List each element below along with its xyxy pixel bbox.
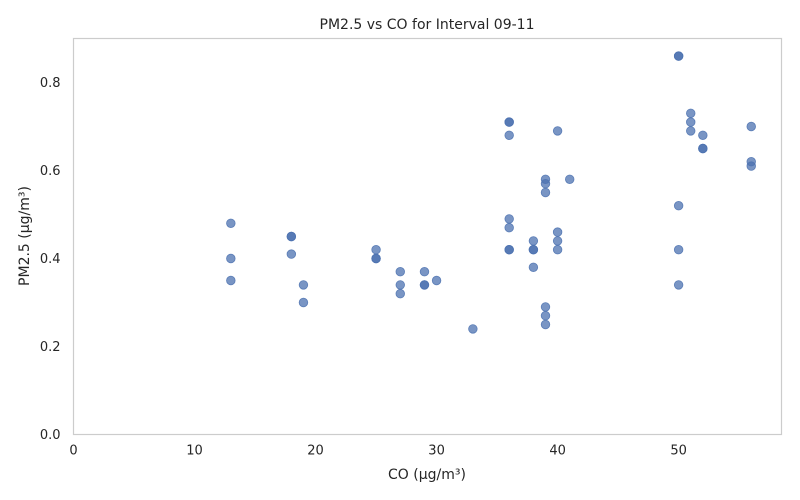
y-tick-label: 0.6 <box>40 164 61 179</box>
data-point <box>419 280 430 290</box>
data-point <box>552 236 563 246</box>
data-point <box>395 280 405 290</box>
data-points <box>226 51 756 334</box>
data-point <box>504 117 514 127</box>
data-point <box>746 121 756 132</box>
y-tick-label: 0.0 <box>40 428 61 443</box>
data-point <box>673 200 684 211</box>
data-point <box>552 227 563 237</box>
data-point <box>226 275 236 286</box>
data-point <box>540 311 551 321</box>
data-point <box>528 236 539 246</box>
y-tick-label: 0.2 <box>40 340 61 355</box>
y-axis-ticks: 0.0 0.2 0.4 0.6 0.8 <box>40 76 61 443</box>
plot-area-frame <box>72 37 783 436</box>
data-point <box>540 319 551 330</box>
data-point <box>686 117 696 127</box>
data-point <box>698 143 708 154</box>
data-point <box>540 178 551 189</box>
data-point <box>528 262 539 273</box>
data-point <box>395 267 405 277</box>
data-point <box>226 218 236 229</box>
data-point <box>226 253 236 264</box>
x-tick-label: 40 <box>549 444 566 459</box>
data-point <box>698 130 708 141</box>
data-point <box>419 267 430 277</box>
data-point <box>686 126 696 136</box>
data-point <box>468 324 478 334</box>
data-point <box>673 51 684 61</box>
data-point <box>540 187 551 198</box>
chart-title: PM2.5 vs CO for Interval 09-11 <box>320 17 535 33</box>
y-axis-label: PM2.5 (µg/m³) <box>17 186 33 286</box>
data-point <box>504 214 514 224</box>
data-point <box>504 130 514 141</box>
data-point <box>540 302 551 312</box>
x-axis-ticks: 0 10 20 30 40 50 <box>69 444 687 459</box>
data-point <box>552 126 563 136</box>
data-point <box>298 297 309 308</box>
data-point <box>395 289 405 299</box>
x-tick-label: 0 <box>69 444 77 459</box>
data-point <box>298 280 309 290</box>
y-tick-label: 0.4 <box>40 252 61 267</box>
data-point <box>286 231 297 242</box>
data-point <box>673 244 684 255</box>
data-point <box>371 253 381 264</box>
data-point <box>746 161 756 171</box>
data-point <box>431 275 442 286</box>
data-point <box>504 244 514 255</box>
data-point <box>552 244 563 255</box>
data-point <box>686 108 696 119</box>
data-point <box>286 249 297 259</box>
data-point <box>565 174 575 185</box>
data-point <box>673 280 684 290</box>
x-axis-label: CO (µg/m³) <box>388 467 466 483</box>
data-point <box>528 244 539 255</box>
x-tick-label: 30 <box>428 444 445 459</box>
x-tick-label: 20 <box>307 444 324 459</box>
x-tick-label: 50 <box>670 444 687 459</box>
x-tick-label: 10 <box>186 444 203 459</box>
data-point <box>371 244 381 255</box>
y-tick-label: 0.8 <box>40 76 61 91</box>
data-point <box>504 222 514 233</box>
